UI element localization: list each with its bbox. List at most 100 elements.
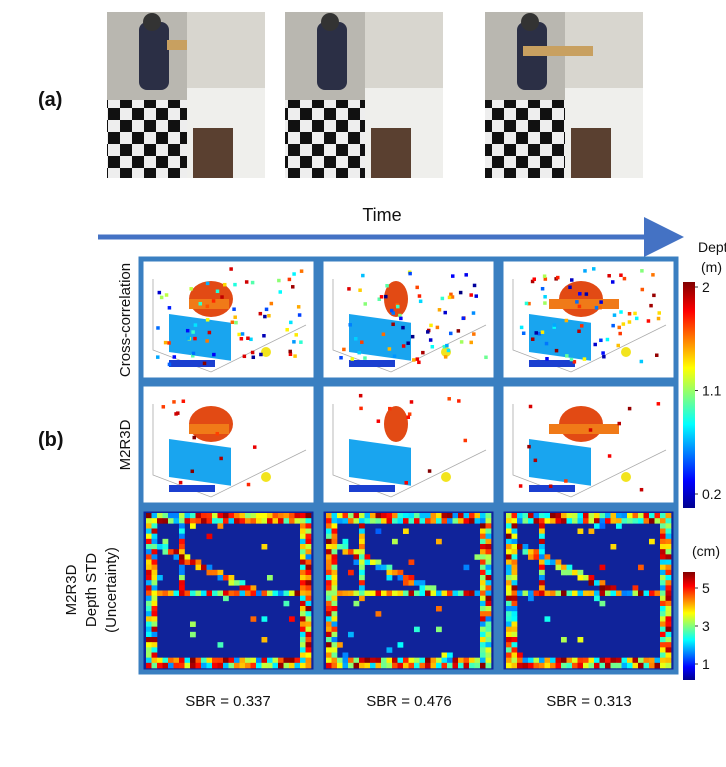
heat-cell — [442, 513, 448, 518]
heat-cell — [251, 658, 257, 663]
heat-cell — [262, 663, 268, 668]
heat-cell — [146, 663, 152, 668]
heat-cell — [486, 523, 492, 528]
heat-cell — [600, 513, 606, 518]
point — [451, 274, 455, 278]
heat-cell — [578, 513, 584, 518]
point — [449, 332, 453, 336]
heat-cell — [348, 549, 354, 554]
head — [521, 13, 539, 31]
heat-cell — [403, 529, 409, 534]
heat-cell — [561, 637, 567, 642]
point — [595, 306, 599, 310]
sbr-label: SBR = 0.476 — [366, 693, 451, 710]
heat-cell — [506, 611, 512, 616]
head — [143, 13, 161, 31]
point — [347, 287, 351, 291]
heat-cell — [600, 601, 606, 606]
heat-cell — [157, 663, 163, 668]
heat-cell — [578, 518, 584, 523]
heat-cell — [600, 565, 606, 570]
heat-cell — [480, 647, 486, 652]
heat-cell — [157, 544, 163, 549]
point — [359, 394, 363, 398]
heat-cell — [332, 549, 338, 554]
point — [447, 349, 451, 353]
heat-cell — [486, 616, 492, 621]
point — [565, 319, 569, 323]
heat-cell — [638, 513, 644, 518]
heat-cell — [381, 513, 387, 518]
point — [388, 407, 392, 411]
heat-cell — [589, 580, 595, 585]
heat-cell — [633, 585, 639, 590]
point — [426, 330, 430, 334]
point — [182, 399, 186, 403]
heat-cell — [348, 570, 354, 575]
heat-cell — [306, 565, 312, 570]
panel — [141, 509, 316, 672]
heat-cell — [398, 642, 404, 647]
heat-cell — [343, 591, 349, 596]
heat-cell — [660, 596, 666, 601]
heat-cell — [403, 658, 409, 663]
heat-cell — [622, 518, 628, 523]
panel — [321, 509, 496, 672]
heat-cell — [506, 653, 512, 658]
heat-cell — [300, 534, 306, 539]
heat-cell — [332, 591, 338, 596]
heat-cell — [539, 529, 545, 534]
heat-cell — [409, 658, 415, 663]
heat-cell — [152, 518, 158, 523]
heat-cell — [300, 611, 306, 616]
heat-cell — [616, 663, 622, 668]
heat-cell — [337, 663, 343, 668]
heat-cell — [660, 591, 666, 596]
heat-cell — [638, 591, 644, 596]
heat-cell — [152, 596, 158, 601]
point — [291, 285, 295, 289]
heat-cell — [256, 513, 262, 518]
point — [541, 330, 545, 334]
heat-cell — [152, 580, 158, 585]
drawer — [193, 128, 233, 178]
heat-cell — [561, 513, 567, 518]
heat-cell — [572, 663, 578, 668]
heat-cell — [486, 647, 492, 652]
heat-cell — [146, 637, 152, 642]
point — [429, 338, 433, 342]
point — [167, 341, 171, 345]
heat-cell — [512, 663, 518, 668]
heat-cell — [190, 523, 196, 528]
heat-cell — [420, 580, 426, 585]
heat-cell — [332, 585, 338, 590]
heat-cell — [326, 658, 332, 663]
point — [299, 340, 303, 344]
heat-cell — [376, 591, 382, 596]
heat-cell — [295, 518, 301, 523]
heat-cell — [436, 627, 442, 632]
heat-cell — [486, 570, 492, 575]
heat-cell — [436, 591, 442, 596]
heat-cell — [666, 565, 672, 570]
point — [578, 292, 582, 296]
heat-cell — [306, 580, 312, 585]
point — [233, 315, 237, 319]
heat-cell — [306, 591, 312, 596]
heat-cell — [528, 513, 534, 518]
heat-cell — [666, 637, 672, 642]
point — [247, 483, 251, 487]
point — [351, 357, 355, 361]
heat-cell — [458, 591, 464, 596]
heat-cell — [185, 518, 191, 523]
point — [377, 419, 381, 423]
heat-cell — [229, 518, 235, 523]
heat-cell — [359, 529, 365, 534]
heat-cell — [381, 658, 387, 663]
body: {"figure": { "part_a_label": "(a)", "par… — [0, 0, 726, 762]
heat-cell — [545, 658, 551, 663]
heat-cell — [245, 513, 251, 518]
heat-cell — [387, 647, 393, 652]
heat-cell — [506, 534, 512, 539]
heat-cell — [464, 518, 470, 523]
